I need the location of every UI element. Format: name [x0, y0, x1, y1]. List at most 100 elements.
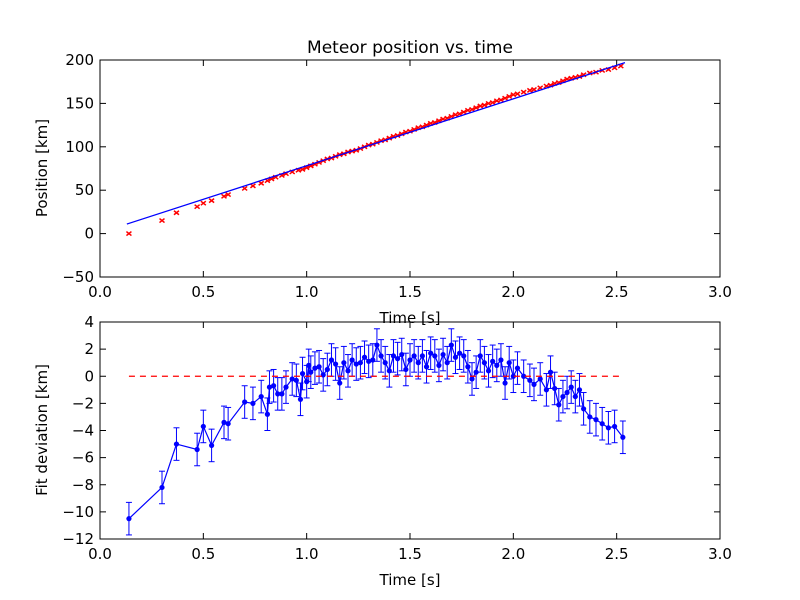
data-point [564, 389, 570, 396]
data-point [303, 165, 310, 171]
data-point [612, 423, 618, 430]
data-point [510, 92, 517, 98]
y-tick-label: −2 [72, 394, 94, 412]
data-point [520, 89, 527, 95]
data-point [444, 115, 451, 121]
data-point [436, 362, 442, 368]
data-point [349, 357, 355, 363]
data-point [547, 369, 554, 375]
data-point [473, 369, 479, 375]
data-point [469, 376, 475, 382]
data-point [457, 350, 463, 356]
data-point [345, 368, 351, 374]
data-point [423, 122, 430, 128]
data-point [361, 354, 368, 360]
data-point [481, 102, 488, 108]
data-point [208, 198, 215, 204]
x-tick-label: 3.0 [708, 283, 732, 301]
x-tick-label: 2.5 [605, 545, 629, 563]
axis-ticks: 0.0 0.5 1.0 1.5 2.0 2.5 3.0 −50 0 50 100 150 200 [62, 51, 732, 301]
data-point [473, 105, 480, 111]
data-point [551, 80, 558, 87]
data-point [510, 373, 516, 379]
data-point [278, 172, 285, 179]
data-point [324, 366, 330, 373]
data-point [435, 118, 442, 124]
data-point [411, 126, 418, 133]
y-tick-label: −8 [72, 476, 94, 494]
data-point [452, 354, 459, 360]
data-point [306, 362, 312, 368]
x-tick-label: 1.0 [295, 283, 319, 301]
y-tick-label: 50 [75, 181, 94, 199]
data-point [572, 393, 578, 400]
x-tick-label: 1.0 [295, 545, 319, 563]
x-tick-label: 0.0 [88, 545, 112, 563]
data-point [173, 210, 180, 216]
y-tick-label: 4 [84, 313, 94, 331]
data-point [250, 400, 256, 406]
data-point [605, 66, 612, 73]
data-point [564, 76, 571, 82]
data-point [620, 434, 626, 440]
data-point [411, 353, 417, 359]
data-point [299, 370, 306, 377]
data-point [390, 353, 397, 359]
y-tick-label: 200 [65, 51, 94, 69]
data-point [432, 353, 438, 359]
data-point [559, 78, 566, 84]
data-point [395, 356, 401, 362]
data-point [194, 204, 201, 210]
data-point [469, 106, 475, 113]
data-point [415, 360, 421, 366]
data-point [209, 442, 215, 449]
data-point [502, 95, 509, 101]
x-tick-label: 1.5 [398, 283, 422, 301]
data-point [485, 368, 492, 374]
data-point [497, 97, 504, 103]
data-point [308, 369, 314, 375]
data-point [382, 360, 388, 366]
data-point [568, 75, 575, 81]
data-point [366, 358, 372, 364]
x-tick-label: 2.0 [501, 283, 525, 301]
data-point [481, 360, 487, 366]
data-point [521, 373, 527, 379]
data-point [415, 125, 422, 131]
data-point [225, 191, 232, 198]
data-point [297, 396, 304, 402]
data-point [587, 414, 593, 420]
fit-line [126, 61, 626, 225]
y-tick-label: −10 [62, 503, 94, 521]
x-tick-label: 3.0 [708, 545, 732, 563]
y-tick-label: −12 [62, 530, 94, 548]
y-tick-label: −4 [72, 422, 94, 440]
data-point [576, 387, 583, 393]
deviation-chart: 0.0 0.5 1.0 1.5 2.0 2.5 3.0 −12 −10 −8 −6 −4 −2 0 2 4 T… [33, 313, 732, 589]
position-chart: Meteor position vs. time 0.0 0.5 1.0 1.5 2.0… [33, 38, 732, 327]
data-point [461, 353, 467, 359]
data-point [419, 353, 425, 359]
data-point [431, 119, 438, 126]
data-point [264, 411, 270, 417]
data-point [537, 376, 543, 382]
data-point [341, 360, 347, 366]
data-point [485, 100, 492, 106]
data-point [271, 383, 277, 389]
data-point [526, 87, 533, 93]
data-point [489, 99, 496, 106]
y-tick-label: −6 [72, 449, 94, 467]
data-point [427, 120, 434, 126]
data-point [456, 111, 463, 117]
data-point [266, 384, 273, 390]
data-point [173, 441, 180, 447]
data-point [316, 364, 322, 370]
data-point [537, 85, 544, 91]
y-tick-label: 0 [84, 225, 94, 243]
data-point [403, 366, 409, 373]
data-point [605, 425, 612, 431]
data-point [465, 364, 471, 370]
data-point [440, 116, 447, 122]
data-point [423, 364, 430, 370]
data-point [242, 399, 248, 405]
